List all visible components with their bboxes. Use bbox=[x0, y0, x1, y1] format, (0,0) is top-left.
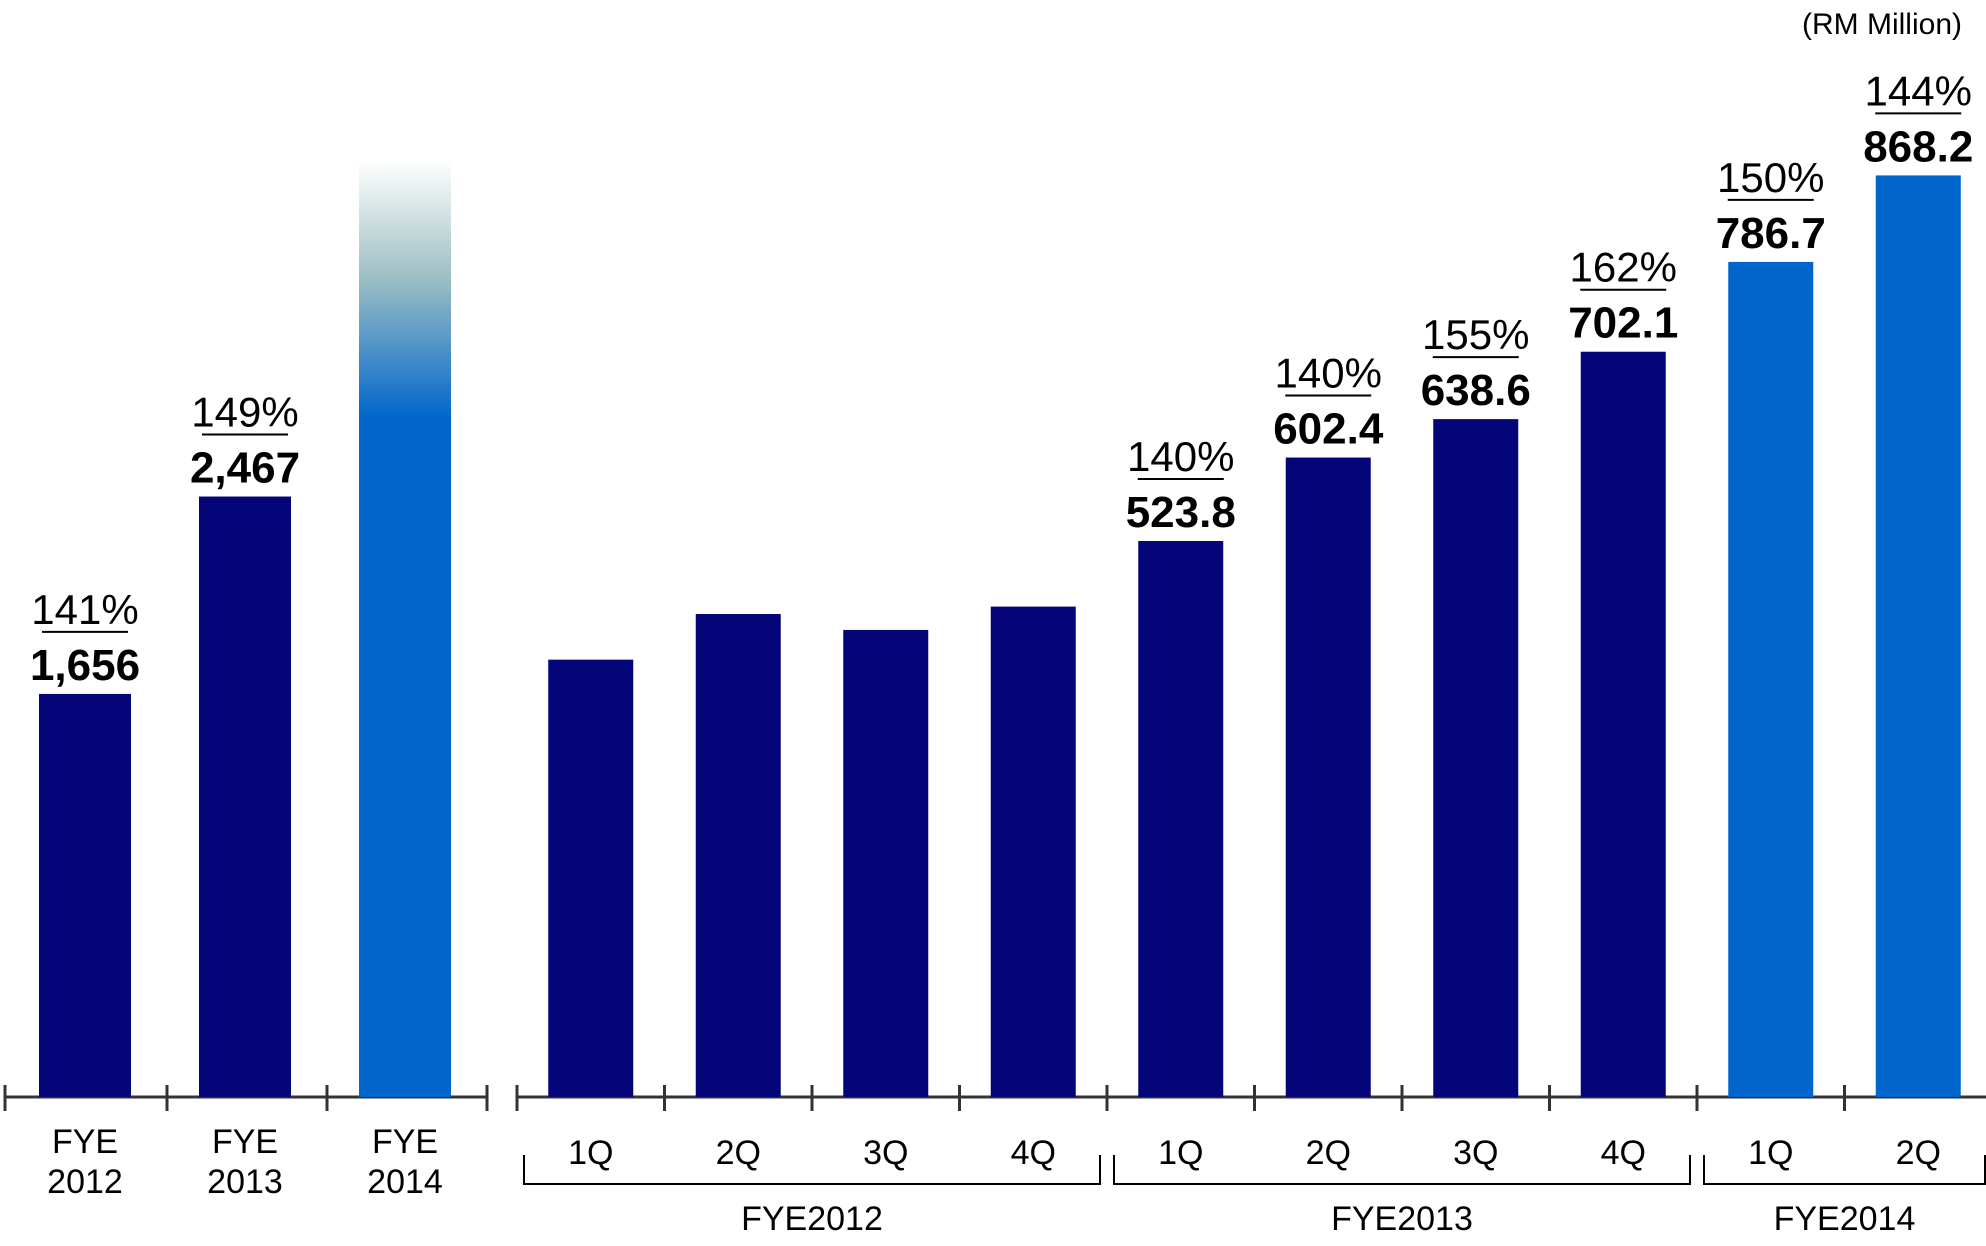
quarterly-percent-label: 155% bbox=[1422, 311, 1529, 358]
quarterly-bar bbox=[548, 659, 634, 1097]
quarterly-tick-label: 4Q bbox=[1601, 1134, 1646, 1172]
quarterly-bar bbox=[990, 606, 1076, 1097]
quarterly-percent-label: 140% bbox=[1275, 350, 1382, 397]
quarterly-bar bbox=[1580, 351, 1666, 1098]
quarterly-bar bbox=[843, 629, 929, 1097]
unit-label: (RM Million) bbox=[1802, 8, 1962, 41]
annual-tick-label-line1: FYE bbox=[212, 1123, 278, 1161]
quarterly-value-label: 868.2 bbox=[1863, 122, 1973, 171]
quarterly-tick-label: 2Q bbox=[716, 1134, 761, 1172]
quarterly-tick-label: 3Q bbox=[863, 1134, 908, 1172]
group-label: FYE2013 bbox=[1331, 1200, 1473, 1238]
annual-bar-fye2014 bbox=[359, 416, 451, 1097]
quarterly-percent-label: 144% bbox=[1865, 67, 1972, 114]
group-bracket bbox=[523, 1155, 1101, 1185]
quarterly-tick-label: 1Q bbox=[1748, 1134, 1793, 1172]
annual-tick-label-line2: 2012 bbox=[47, 1163, 123, 1201]
quarterly-tick-label: 3Q bbox=[1453, 1134, 1498, 1172]
quarterly-bar bbox=[1875, 175, 1961, 1097]
quarterly-value-label: 523.8 bbox=[1126, 488, 1236, 537]
annual-bar-fye2013 bbox=[199, 496, 291, 1097]
group-label: FYE2014 bbox=[1774, 1200, 1916, 1238]
quarterly-chart: 1Q 2Q 3Q 4Q 523.8 140% 1Q 602.4 140% 2Q 638.6 155% 3… bbox=[515, 67, 1986, 1238]
group-label: FYE2012 bbox=[741, 1200, 883, 1238]
quarterly-bar bbox=[1138, 540, 1224, 1097]
quarterly-bar bbox=[1433, 419, 1519, 1097]
annual-percent-label: 149% bbox=[191, 389, 298, 436]
quarterly-tick-label: 2Q bbox=[1306, 1134, 1351, 1172]
annual-tick-label-line1: FYE bbox=[372, 1123, 438, 1161]
annual-tick-label-line2: 2013 bbox=[207, 1163, 283, 1201]
quarterly-percent-label: 140% bbox=[1127, 433, 1234, 480]
annual-tick-label-line2: 2014 bbox=[367, 1163, 443, 1201]
quarterly-value-label: 638.6 bbox=[1421, 366, 1531, 415]
quarterly-value-label: 702.1 bbox=[1568, 299, 1678, 348]
quarterly-percent-label: 150% bbox=[1717, 154, 1824, 201]
quarterly-tick-label: 1Q bbox=[1158, 1134, 1203, 1172]
quarterly-tick-label: 4Q bbox=[1011, 1134, 1056, 1172]
quarterly-bar bbox=[695, 614, 781, 1097]
annual-percent-label: 141% bbox=[31, 586, 138, 633]
annual-bar-fyfe2014-fade bbox=[359, 160, 451, 418]
annual-value-label: 2,467 bbox=[190, 444, 300, 493]
group-bracket bbox=[1703, 1155, 1986, 1185]
quarterly-value-label: 602.4 bbox=[1273, 405, 1384, 454]
group-bracket bbox=[1113, 1155, 1691, 1185]
quarterly-tick-label: 1Q bbox=[568, 1134, 613, 1172]
quarterly-bar bbox=[1728, 261, 1814, 1097]
quarterly-tick-label: 2Q bbox=[1896, 1134, 1941, 1172]
annual-tick-label-line1: FYE bbox=[52, 1123, 118, 1161]
annual-bar-fye2012 bbox=[39, 693, 131, 1097]
quarterly-percent-label: 162% bbox=[1570, 244, 1677, 291]
quarterly-bar bbox=[1285, 457, 1371, 1098]
annual-value-label: 1,656 bbox=[30, 641, 140, 690]
quarterly-value-label: 786.7 bbox=[1716, 209, 1826, 258]
